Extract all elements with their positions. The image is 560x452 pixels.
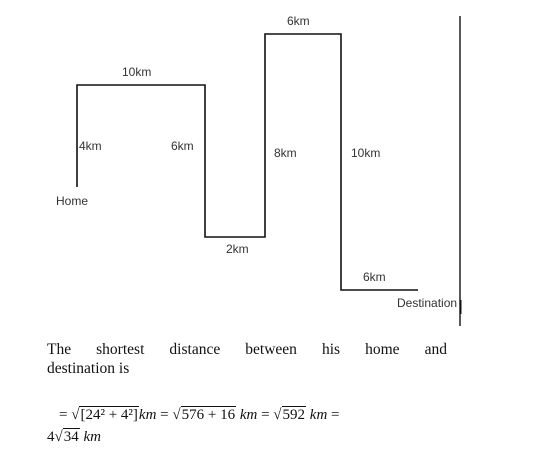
distance-formula: = √[24² + 4²]km = √576 + 16 km = √592 km… [47, 404, 467, 448]
statement-line-2: destination is [47, 360, 130, 377]
sqrt-term-2: √576 + 16 [172, 406, 237, 423]
formula-line-2: 4√34 km [47, 426, 467, 448]
route-path [76, 33, 418, 291]
segment-label-bottom-2km: 2km [226, 242, 249, 256]
formula-equals: = [59, 407, 68, 423]
radicand-4: 34 [62, 428, 80, 445]
coefficient: 4 [47, 429, 55, 445]
route-diagram: 4km 10km 6km 2km 8km 6km 10km 6km Home D… [56, 14, 462, 326]
statement-line-1: The shortest distance between his home a… [47, 341, 447, 358]
segment-label-down-10km: 10km [351, 146, 380, 160]
unit-3: km [309, 407, 328, 423]
home-label: Home [56, 194, 88, 208]
segment-label-up-8km: 8km [274, 146, 297, 160]
answer-statement: The shortest distance between his home a… [47, 340, 447, 378]
formula-equals-2: = [261, 407, 270, 423]
unit-1: km [138, 407, 157, 423]
formula-equals-1: = [160, 407, 169, 423]
formula-line-1: = √[24² + 4²]km = √576 + 16 km = √592 km… [47, 404, 467, 426]
radicand-1: [24² + 4²] [79, 406, 139, 423]
radicand-3: 592 [281, 406, 307, 423]
segment-label-bottom-6km: 6km [363, 270, 386, 284]
segment-label-up-4km: 4km [79, 139, 102, 153]
unit-4: km [83, 429, 101, 445]
sqrt-term-4: √34 [54, 428, 80, 445]
sqrt-term-3: √592 [273, 406, 307, 423]
destination-label: Destination [397, 296, 457, 310]
unit-2: km [239, 407, 258, 423]
formula-equals-3: = [331, 407, 340, 423]
segment-label-down-6km: 6km [171, 139, 194, 153]
segment-label-top-10km: 10km [122, 65, 151, 79]
radicand-2: 576 + 16 [180, 406, 237, 423]
sqrt-term-1: √[24² + 4²] [71, 406, 139, 423]
segment-label-top-6km: 6km [287, 14, 310, 28]
